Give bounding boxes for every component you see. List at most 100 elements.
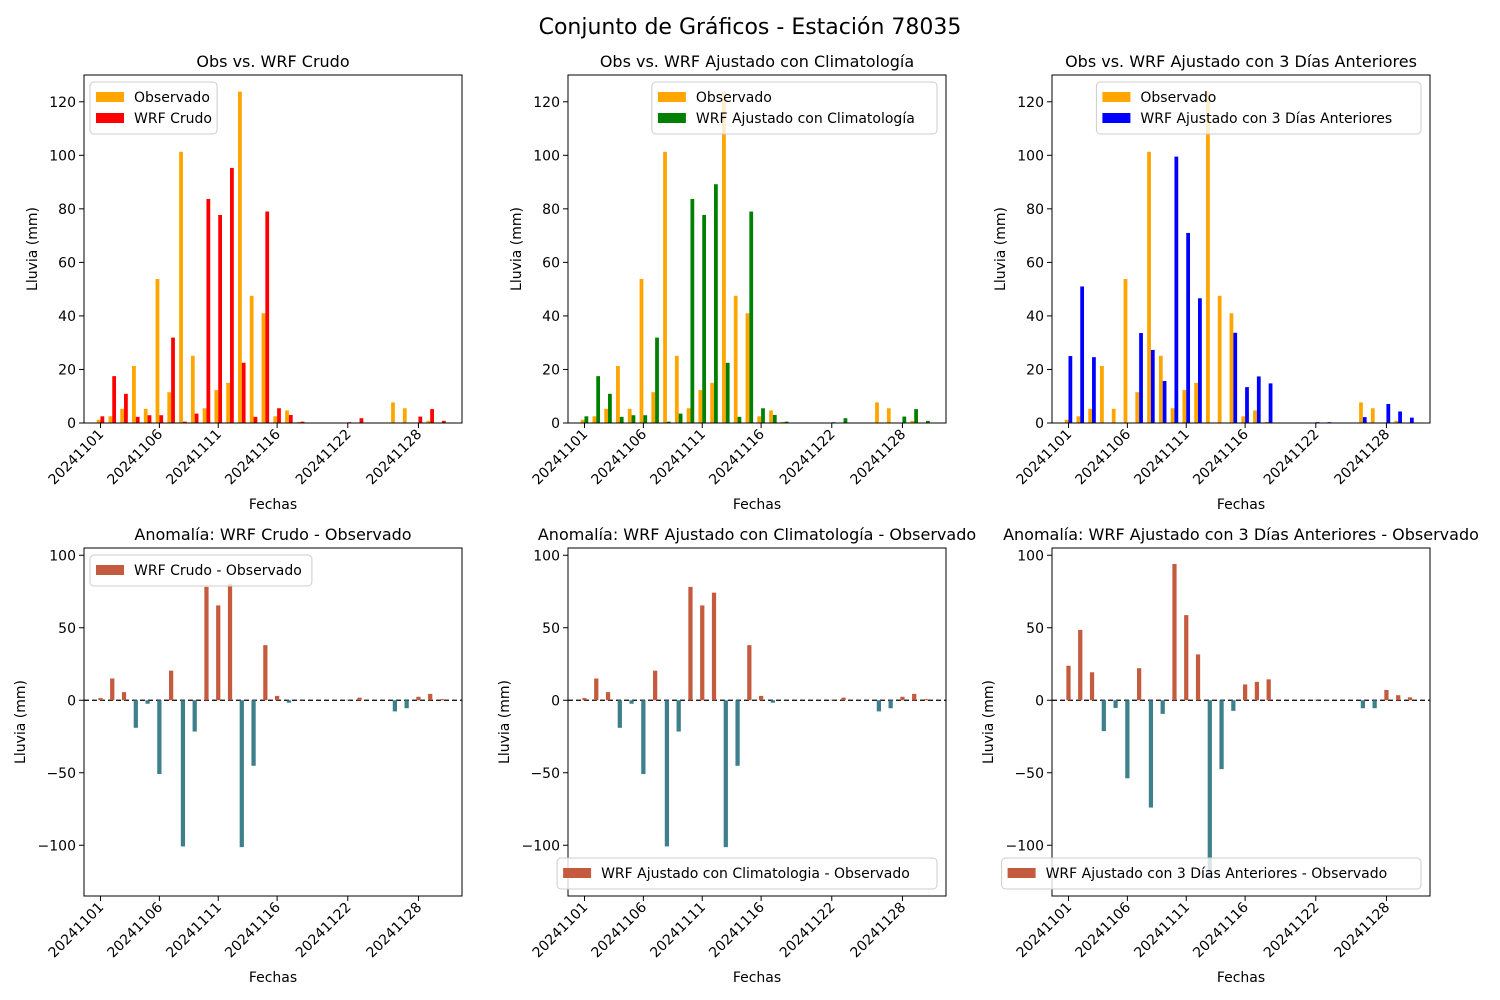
subplot-title: Anomalía: WRF Ajustado con Climatología … bbox=[538, 525, 976, 544]
y-tick-label: 0 bbox=[67, 416, 76, 432]
bar-1-20241104 bbox=[617, 700, 622, 728]
bar-1-20241129 bbox=[912, 693, 917, 701]
x-tick-label: 20241122 bbox=[293, 427, 355, 489]
bar-1-20241117 bbox=[285, 410, 289, 423]
bar-2-20241112 bbox=[230, 167, 234, 423]
y-tick-label: 100 bbox=[533, 548, 560, 564]
y-axis-label: Lluvia (mm) bbox=[25, 207, 41, 291]
bar-2-20241106 bbox=[643, 415, 648, 423]
bar-1-20241114 bbox=[251, 700, 256, 766]
bar-1-20241106 bbox=[639, 278, 644, 423]
bar-2-20241129 bbox=[430, 409, 434, 423]
y-tick-label: 20 bbox=[58, 362, 76, 378]
bar-1-20241104 bbox=[133, 700, 138, 728]
bar-1-20241126 bbox=[391, 402, 395, 423]
x-tick-label: 20241106 bbox=[588, 899, 650, 961]
x-tick-label: 20241122 bbox=[1261, 427, 1323, 489]
x-tick-label: 20241106 bbox=[588, 426, 650, 488]
x-tick-label: 20241116 bbox=[1190, 426, 1252, 488]
bar-2-20241116 bbox=[761, 408, 765, 423]
bar-1-20241115 bbox=[1229, 313, 1234, 423]
y-axis-label: Lluvia (mm) bbox=[993, 207, 1009, 291]
y-axis-label: Lluvia (mm) bbox=[497, 680, 513, 764]
legend-label: Observado bbox=[696, 90, 772, 106]
legend: WRF Ajustado con Climatologia - Observad… bbox=[556, 857, 938, 890]
bar-1-20241129 bbox=[428, 693, 433, 701]
y-tick-label: 100 bbox=[1017, 148, 1044, 164]
y-tick-label: 80 bbox=[542, 202, 560, 218]
legend-swatch bbox=[96, 92, 124, 102]
y-tick-label: −50 bbox=[1014, 766, 1044, 782]
y-tick-label: 100 bbox=[1017, 548, 1044, 564]
y-tick-label: 120 bbox=[1017, 95, 1044, 111]
bar-1-20241117 bbox=[770, 700, 776, 703]
legend-swatch bbox=[1102, 92, 1131, 102]
bar-1-20241108 bbox=[664, 700, 670, 847]
y-tick-label: 40 bbox=[58, 309, 76, 325]
bar-1-20241110 bbox=[1170, 408, 1175, 423]
subplot-6: −100−50050100202411012024110620241111202… bbox=[981, 525, 1479, 986]
bar-2-20241103 bbox=[1092, 357, 1096, 423]
subplot-4: −100−50050100202411012024110620241111202… bbox=[13, 525, 463, 986]
y-tick-label: 120 bbox=[49, 95, 76, 111]
bar-1-20241118 bbox=[296, 421, 301, 423]
bar-2-20241109 bbox=[194, 413, 199, 423]
legend-box bbox=[1001, 857, 1422, 890]
x-axis-label: Fechas bbox=[1217, 970, 1265, 986]
bar-1-20241116 bbox=[757, 416, 762, 423]
legend-label: WRF Ajustado con 3 Días Anteriores bbox=[1140, 111, 1392, 127]
bar-1-20241127 bbox=[886, 408, 891, 423]
bar-2-20241116 bbox=[1245, 387, 1249, 423]
bar-1-20241129 bbox=[1394, 420, 1399, 423]
axes-frame bbox=[83, 74, 463, 424]
bar-1-20241109 bbox=[676, 700, 681, 732]
bar-1-20241108 bbox=[663, 151, 667, 423]
bar-1-20241105 bbox=[629, 700, 634, 704]
bar-2-20241101 bbox=[1068, 356, 1073, 423]
bar-2-20241108 bbox=[666, 421, 671, 423]
bar-2-20241105 bbox=[147, 415, 152, 423]
legend-swatch bbox=[1007, 868, 1036, 878]
y-tick-label: 50 bbox=[542, 621, 560, 637]
y-tick-label: −100 bbox=[522, 838, 560, 854]
y-tick-label: 80 bbox=[58, 202, 76, 218]
bar-1-20241113 bbox=[723, 700, 728, 848]
x-tick-label: 20241111 bbox=[647, 900, 709, 962]
bar-1-20241117 bbox=[286, 700, 292, 703]
bar-1-20241103 bbox=[605, 692, 611, 701]
x-tick-label: 20241128 bbox=[848, 427, 910, 489]
bar-1-20241108 bbox=[1148, 700, 1154, 808]
bar-1-20241102 bbox=[592, 416, 597, 423]
y-tick-label: 0 bbox=[1035, 693, 1044, 709]
legend-box bbox=[89, 554, 313, 587]
x-tick-label: 20241101 bbox=[530, 427, 592, 489]
bar-1-20241113 bbox=[238, 91, 242, 423]
bar-1-20241113 bbox=[722, 91, 726, 423]
bar-2-20241111 bbox=[702, 215, 707, 423]
legend-box bbox=[651, 81, 938, 135]
bar-1-20241104 bbox=[1101, 700, 1106, 732]
bar-2-20241130 bbox=[925, 420, 930, 423]
bar-1-20241109 bbox=[192, 700, 197, 732]
legend-label: WRF Ajustado con Climatología bbox=[696, 111, 915, 127]
bar-1-20241112 bbox=[710, 382, 715, 423]
x-tick-label: 20241101 bbox=[530, 900, 592, 962]
bar-1-20241109 bbox=[674, 355, 679, 423]
bar-1-20241113 bbox=[1206, 91, 1210, 423]
bar-2-20241102 bbox=[1080, 286, 1085, 423]
bar-1-20241128 bbox=[900, 696, 905, 701]
bar-2-20241109 bbox=[1162, 380, 1167, 423]
bar-1-20241101 bbox=[1066, 665, 1071, 701]
axes-frame bbox=[83, 547, 463, 897]
subplot-2: 0204060801001202024110120241106202411112… bbox=[509, 52, 947, 513]
bar-2-20241107 bbox=[655, 337, 659, 423]
bar-1-20241127 bbox=[1370, 408, 1375, 423]
bar-1-20241110 bbox=[688, 586, 693, 701]
bar-1-20241114 bbox=[1219, 700, 1224, 770]
y-tick-label: 20 bbox=[1026, 362, 1044, 378]
axes-frame bbox=[1051, 74, 1431, 424]
bar-1-20241130 bbox=[439, 699, 445, 701]
bar-1-20241107 bbox=[1137, 668, 1142, 701]
bar-1-20241130 bbox=[1407, 697, 1413, 701]
x-tick-label: 20241106 bbox=[1072, 426, 1134, 488]
